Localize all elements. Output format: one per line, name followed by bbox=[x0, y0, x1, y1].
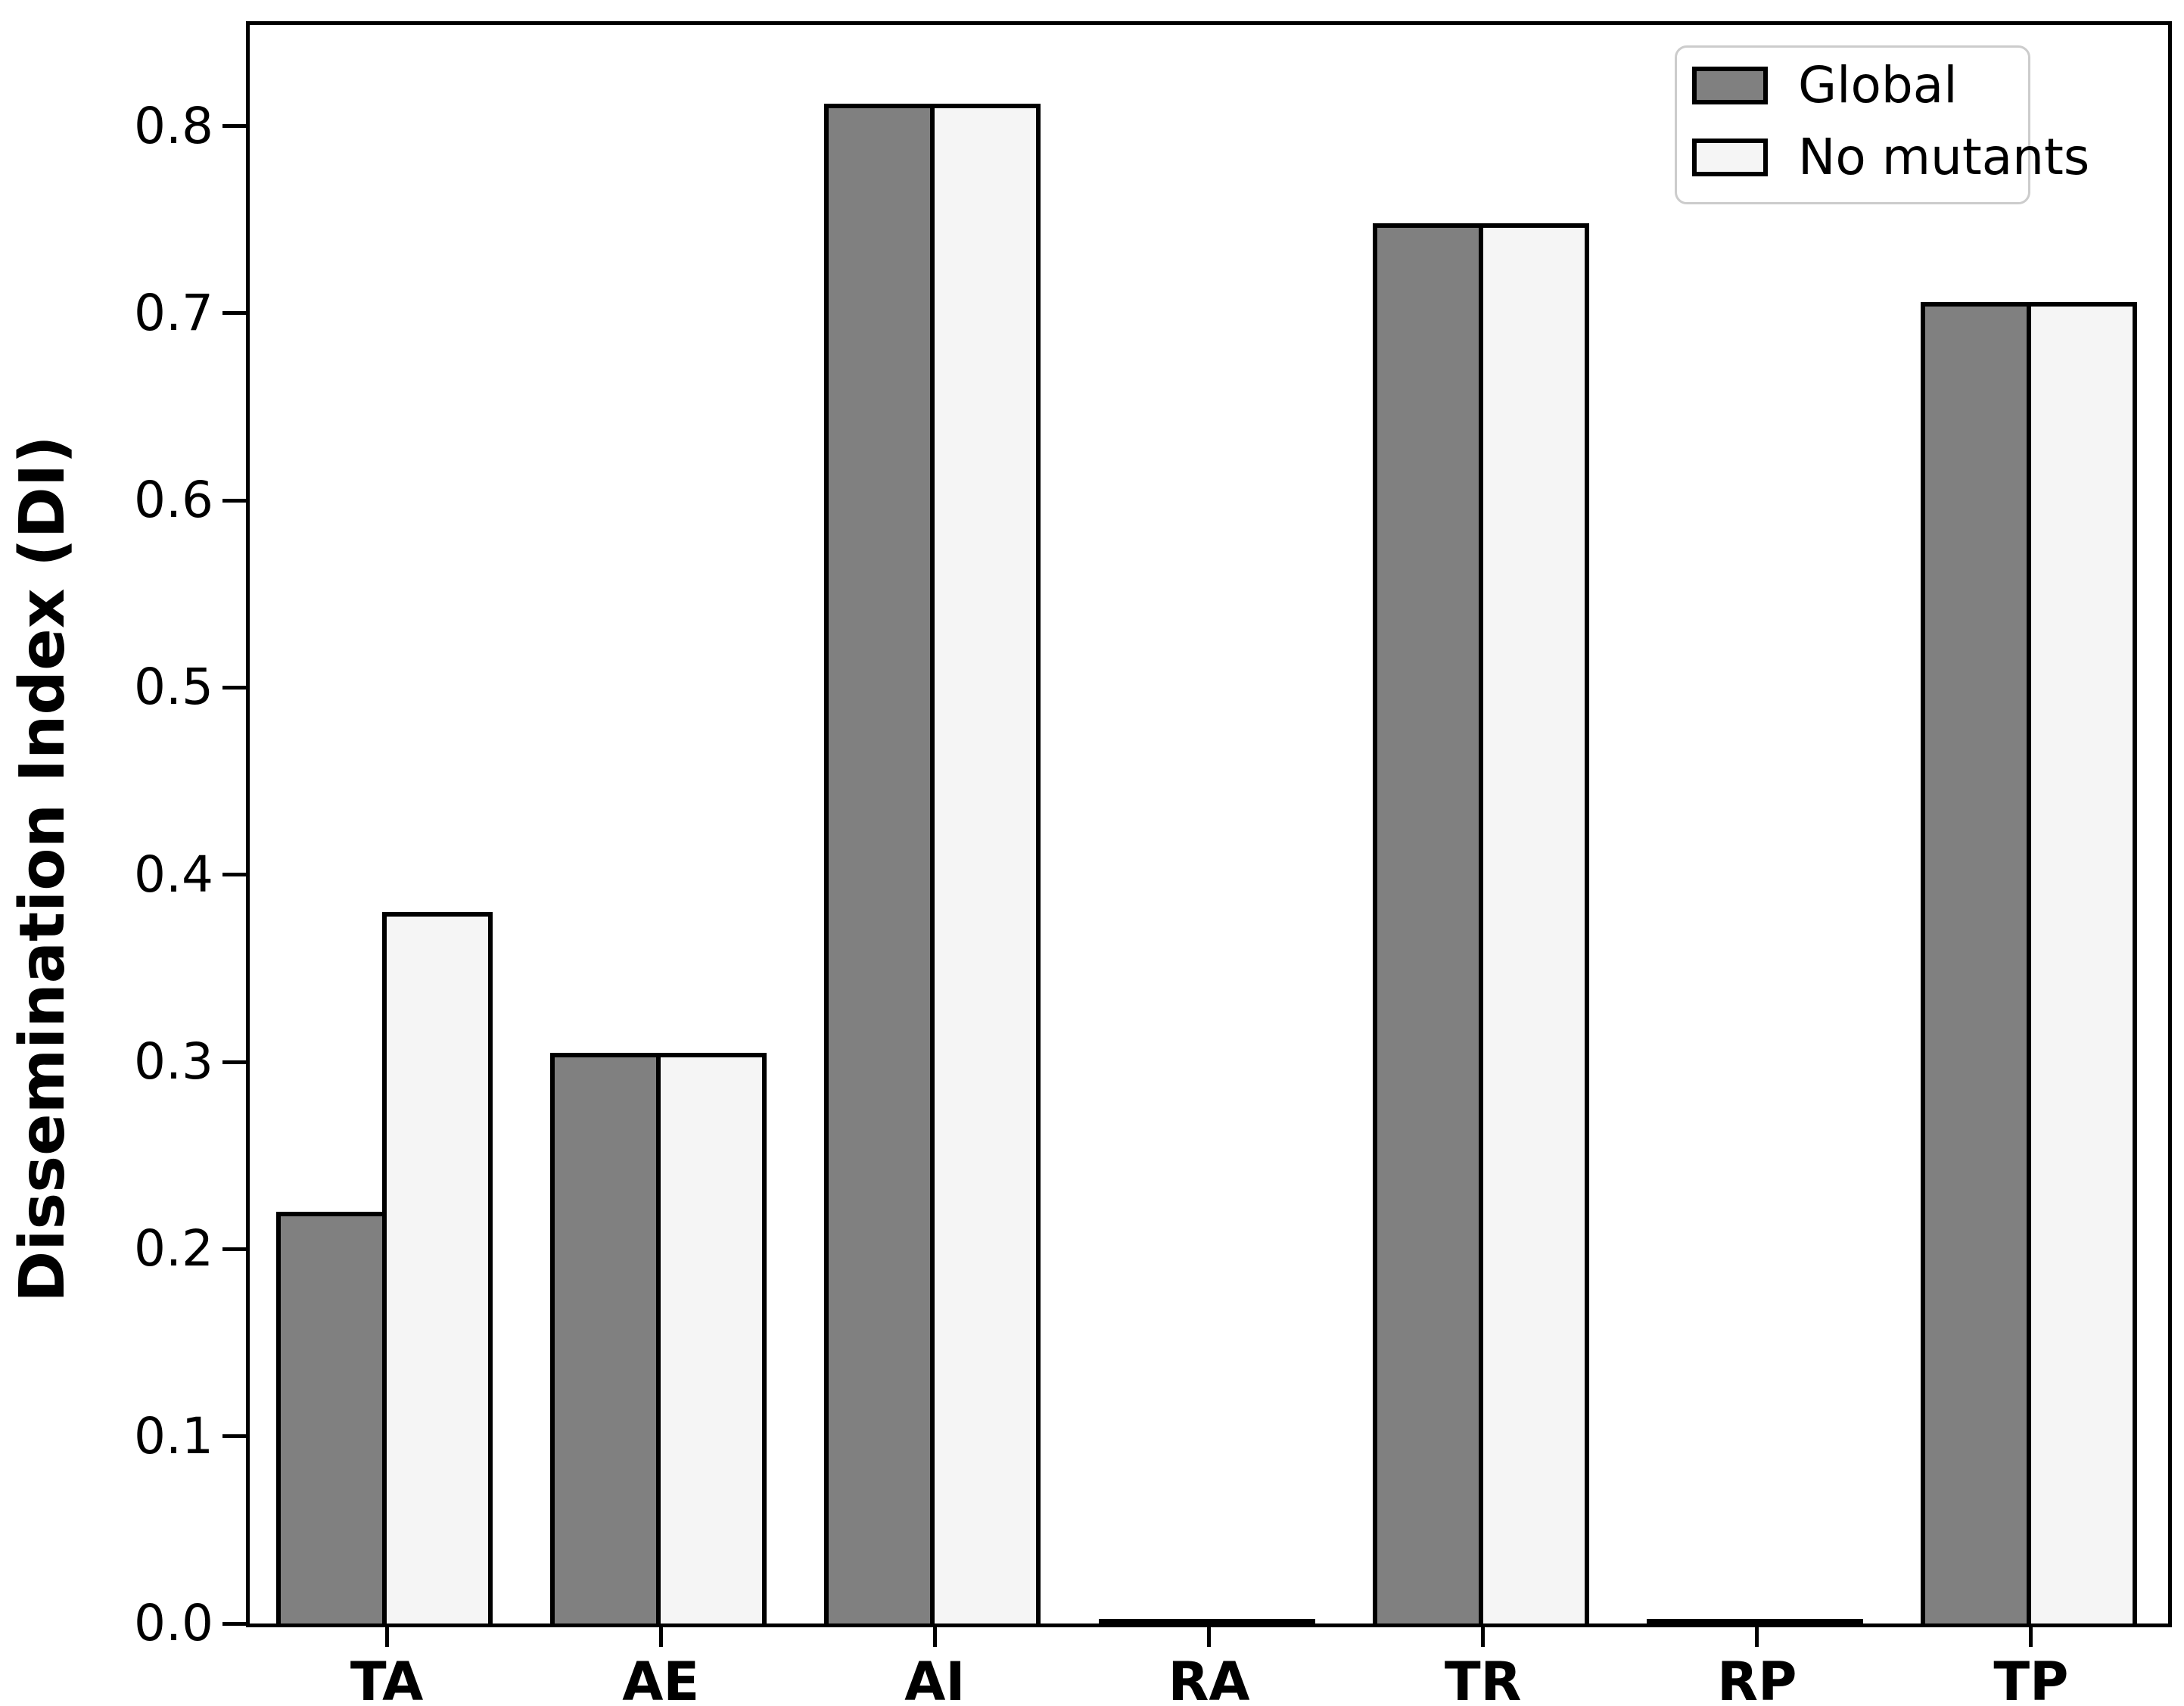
x-tick-TA bbox=[384, 1627, 389, 1647]
y-tick-0.1 bbox=[222, 1434, 246, 1439]
x-tick-label-TP: TP bbox=[1993, 1651, 2069, 1706]
y-tick-0.7 bbox=[222, 311, 246, 316]
legend-label-no-mutants: No mutants bbox=[1798, 128, 2090, 186]
x-tick-RP bbox=[1755, 1627, 1759, 1647]
bar-global-RA bbox=[1098, 1619, 1209, 1624]
bar-global-AI bbox=[824, 104, 935, 1624]
y-tick-label-0.7: 0.7 bbox=[134, 283, 213, 342]
y-tick-label-0.4: 0.4 bbox=[134, 845, 213, 904]
legend-item-global: Global bbox=[1692, 56, 2028, 114]
y-tick-0.3 bbox=[222, 1060, 246, 1064]
x-tick-label-AI: AI bbox=[904, 1651, 966, 1706]
legend-swatch-no-mutants bbox=[1692, 139, 1768, 176]
bar-global-TA bbox=[276, 1212, 387, 1624]
bar-no-mutants-RP bbox=[1752, 1619, 1863, 1624]
bar-global-AE bbox=[550, 1053, 661, 1624]
x-tick-AI bbox=[932, 1627, 937, 1647]
bar-global-TR bbox=[1372, 223, 1483, 1624]
x-tick-AE bbox=[658, 1627, 663, 1647]
y-tick-0.2 bbox=[222, 1247, 246, 1251]
bar-no-mutants-TA bbox=[382, 912, 493, 1624]
bar-global-TP bbox=[1920, 302, 2031, 1624]
y-tick-label-0.3: 0.3 bbox=[134, 1032, 213, 1091]
y-tick-0.6 bbox=[222, 498, 246, 503]
bar-no-mutants-AE bbox=[656, 1053, 767, 1624]
y-tick-label-0.6: 0.6 bbox=[134, 471, 213, 530]
bar-no-mutants-TP bbox=[2026, 302, 2137, 1624]
legend: Global No mutants bbox=[1675, 45, 2089, 204]
x-tick-TR bbox=[1481, 1627, 1486, 1647]
x-tick-label-RP: RP bbox=[1717, 1651, 1797, 1706]
y-tick-label-0.8: 0.8 bbox=[134, 96, 213, 155]
x-tick-label-RA: RA bbox=[1168, 1651, 1250, 1706]
x-tick-RA bbox=[1207, 1627, 1211, 1647]
bar-no-mutants-AI bbox=[930, 104, 1041, 1624]
legend-swatch-global bbox=[1692, 67, 1768, 104]
y-tick-0.8 bbox=[222, 124, 246, 129]
y-tick-0.5 bbox=[222, 685, 246, 690]
x-tick-label-TA: TA bbox=[350, 1651, 424, 1706]
legend-item-no-mutants: No mutants bbox=[1692, 132, 2089, 182]
y-tick-label-0.1: 0.1 bbox=[134, 1406, 213, 1465]
y-tick-0.4 bbox=[222, 873, 246, 877]
x-tick-label-TR: TR bbox=[1444, 1651, 1522, 1706]
legend-label-global: Global bbox=[1798, 56, 1958, 114]
x-tick-TP bbox=[2029, 1627, 2033, 1647]
plot-area: Global No mutants 0.0 0.1 0.2 0.3 0.4 0.5 0.6 0… bbox=[134, 21, 2172, 1706]
y-tick-label-0.5: 0.5 bbox=[134, 658, 213, 717]
y-tick-0.0 bbox=[222, 1621, 246, 1626]
bar-no-mutants-RA bbox=[1204, 1619, 1315, 1624]
x-tick-label-AE: AE bbox=[622, 1651, 700, 1706]
y-tick-label-0.0: 0.0 bbox=[134, 1594, 213, 1652]
bar-global-RP bbox=[1646, 1619, 1757, 1624]
bar-no-mutants-TR bbox=[1478, 223, 1589, 1624]
y-tick-label-0.2: 0.2 bbox=[134, 1219, 213, 1278]
